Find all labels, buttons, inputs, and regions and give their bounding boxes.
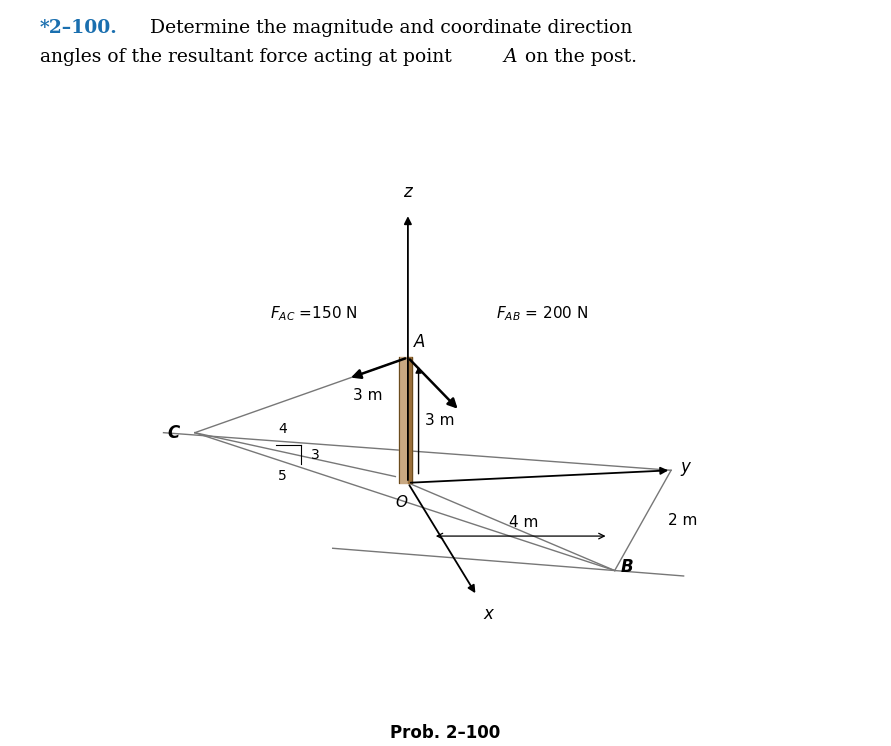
Text: Determine the magnitude and coordinate direction: Determine the magnitude and coordinate d… <box>138 19 633 37</box>
Text: A: A <box>503 48 517 66</box>
Text: y: y <box>681 458 691 476</box>
Text: *2–100.: *2–100. <box>40 19 118 37</box>
Text: angles of the resultant force acting at point: angles of the resultant force acting at … <box>40 48 458 66</box>
Text: 2 m: 2 m <box>668 513 698 528</box>
Text: $F_{AC}$ =150 N: $F_{AC}$ =150 N <box>270 304 358 323</box>
Text: 5: 5 <box>278 469 287 483</box>
Text: x: x <box>483 605 493 623</box>
Text: $F_{AB}$ = 200 N: $F_{AB}$ = 200 N <box>495 304 588 323</box>
Text: z: z <box>404 183 413 201</box>
Text: 3 m: 3 m <box>425 413 454 427</box>
Text: B: B <box>621 559 634 577</box>
Text: on the post.: on the post. <box>519 48 636 66</box>
Text: C: C <box>167 424 179 442</box>
Text: 3 m: 3 m <box>354 388 383 403</box>
Polygon shape <box>408 357 413 483</box>
Polygon shape <box>399 357 408 483</box>
Text: 4: 4 <box>278 421 287 436</box>
Text: 4 m: 4 m <box>509 515 538 530</box>
Text: 3: 3 <box>311 448 320 462</box>
Text: A: A <box>414 333 426 351</box>
Text: O: O <box>396 495 408 510</box>
Text: Prob. 2–100: Prob. 2–100 <box>390 724 501 742</box>
